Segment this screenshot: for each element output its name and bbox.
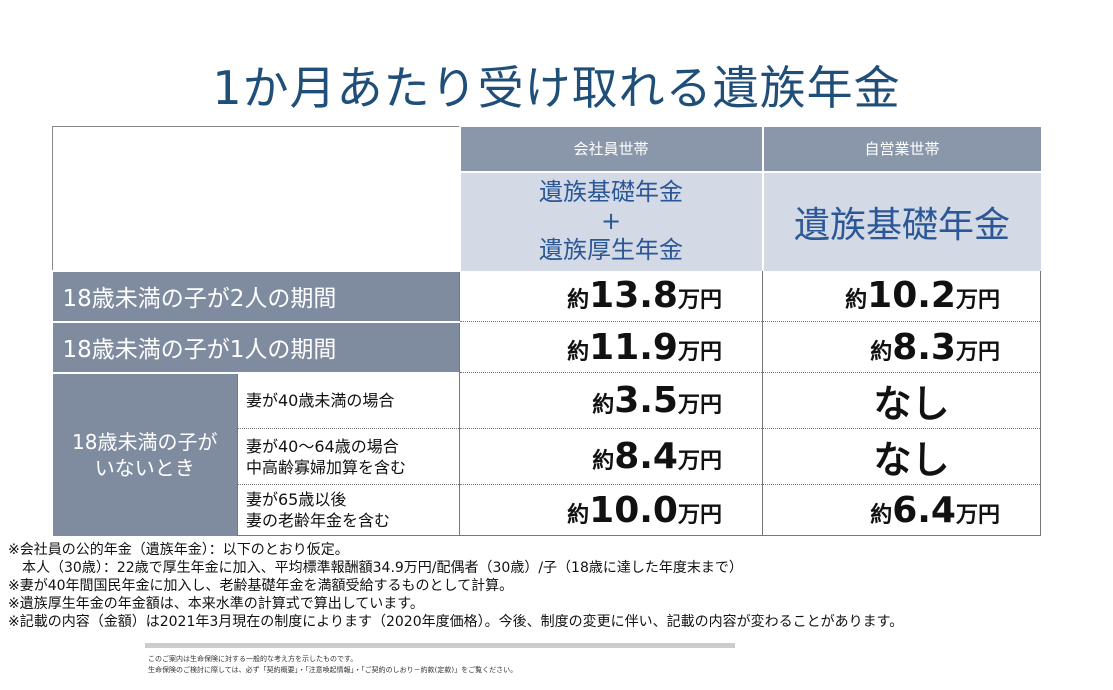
- value-number: 8.4: [614, 436, 678, 477]
- value-none: なし: [873, 382, 950, 426]
- value-self-two-kids: 約10.2万円: [762, 270, 1041, 322]
- disclaimer: このご案内は生命保険に対する一般的な考え方を示したものです。 生命保険のご検討に…: [148, 654, 517, 676]
- value-self-wife-under-40: なし: [762, 372, 1041, 429]
- value-self-one-kid: 約8.3万円: [762, 321, 1041, 373]
- value-company-wife-65-plus: 約10.0万円: [459, 484, 763, 536]
- table-row: 18歳未満の子が いないとき 妻が40歳未満の場合 約3.5万円 なし: [52, 371, 1041, 536]
- footnote: ※記載の内容（金額）は2021年3月現在の制度によります（2020年度価格）。今…: [8, 614, 904, 630]
- value-number: 8.3: [892, 326, 956, 368]
- footnotes: ※会社員の公的年金（遺族年金）：以下のとおり仮定。 本人（30歳）：22歳で厚生…: [8, 541, 1108, 631]
- value-unit: 万円: [677, 339, 722, 365]
- value-unit: 万円: [955, 288, 1000, 314]
- footnote: 本人（30歳）：22歳で厚生年金に加入、平均標準報酬額34.9万円/配偶者（30…: [22, 560, 743, 576]
- disclaimer-line: このご案内は生命保険に対する一般的な考え方を示したものです。: [148, 655, 358, 663]
- value-company-wife-under-40: 約3.5万円: [459, 372, 763, 429]
- value-number: 10.2: [867, 275, 956, 317]
- value-company-one-kid: 約11.9万円: [459, 321, 763, 373]
- table-row: 18歳未満の子が2人の期間 約13.8万円 約10.2万円: [52, 269, 1041, 322]
- footnote: ※遺族厚生年金の年金額は、本来水準の計算式で算出しています。: [8, 596, 424, 612]
- value-prefix: 約: [870, 502, 893, 528]
- value-prefix: 約: [567, 288, 590, 314]
- sublabel-wife-under-40: 妻が40歳未満の場合: [237, 372, 460, 429]
- footnote: ※妻が40年間国民年金に加入し、老齢基礎年金を満額受給するものとして計算。: [8, 578, 514, 594]
- table-row: 18歳未満の子が1人の期間 約11.9万円 約8.3万円: [52, 320, 1041, 373]
- footer-divider: [145, 643, 735, 648]
- value-prefix: 約: [592, 449, 615, 474]
- table-row: 妻が65歳以後 妻の老齢年金を含む 約10.0万円 約6.4万円: [53, 484, 1041, 536]
- sublabel-line2: 妻の老齢年金を含む: [246, 511, 391, 530]
- page-title: 1か月あたり受け取れる遺族年金: [212, 61, 901, 115]
- value-prefix: 約: [567, 502, 590, 528]
- row-label-two-kids: 18歳未満の子が2人の期間: [52, 269, 460, 322]
- value-unit: 万円: [677, 393, 722, 418]
- value-unit: 万円: [955, 502, 1000, 528]
- value-unit: 万円: [955, 339, 1000, 365]
- row-label-no-kids-line1: 18歳未満の子が: [72, 429, 218, 454]
- value-unit: 万円: [677, 502, 722, 528]
- column-header-company: 会社員世帯: [458, 126, 763, 172]
- value-prefix: 約: [870, 339, 893, 365]
- subheader-company-employee: 遺族厚生年金: [539, 236, 683, 264]
- value-prefix: 約: [592, 393, 615, 418]
- subheader-company-basic: 遺族基礎年金: [539, 178, 683, 206]
- sublabel-line2: 中高齢寡婦加算を含む: [246, 457, 407, 477]
- value-self-wife-40-64: なし: [762, 428, 1041, 485]
- sublabel-line1: 妻が40～64歳の場合: [246, 436, 399, 456]
- sublabel-wife-40-64: 妻が40～64歳の場合 中高齢寡婦加算を含む: [237, 428, 460, 485]
- row-label-no-kids-line2: いないとき: [94, 455, 195, 480]
- value-prefix: 約: [567, 339, 590, 365]
- table-row: 妻が40～64歳の場合 中高齢寡婦加算を含む 約8.4万円 なし: [53, 428, 1041, 485]
- value-company-wife-40-64: 約8.4万円: [459, 428, 763, 485]
- subheader-company-plus: +: [600, 207, 622, 235]
- value-none: なし: [873, 438, 950, 482]
- sublabel-wife-65-plus: 妻が65歳以後 妻の老齢年金を含む: [237, 484, 460, 536]
- subheader-self-employed: 遺族基礎年金: [761, 170, 1041, 271]
- value-number: 10.0: [589, 489, 678, 531]
- subheader-company: 遺族基礎年金 + 遺族厚生年金: [458, 170, 763, 271]
- value-company-two-kids: 約13.8万円: [459, 270, 763, 322]
- value-self-wife-65-plus: 約6.4万円: [762, 484, 1041, 536]
- column-header-self-employed: 自営業世帯: [761, 126, 1041, 172]
- table-corner-cell: [52, 126, 460, 271]
- subheader-self-employed-basic: 遺族基礎年金: [793, 204, 1010, 246]
- value-number: 6.4: [892, 489, 956, 531]
- survivor-pension-table: 会社員世帯 自営業世帯 遺族基礎年金 + 遺族厚生年金 遺族基礎年金 18歳未満…: [52, 126, 1041, 536]
- row-label-no-kids: 18歳未満の子が いないとき: [52, 371, 238, 536]
- row-label-one-kid: 18歳未満の子が1人の期間: [52, 320, 460, 373]
- disclaimer-line: 生命保険のご検討に際しては、必ず「契約概要」・「注意喚起情報」・「ご契約のしおり…: [148, 666, 518, 674]
- value-number: 3.5: [614, 380, 678, 421]
- value-prefix: 約: [845, 288, 868, 314]
- sublabel-line1: 妻が40歳未満の場合: [246, 390, 395, 410]
- value-unit: 万円: [677, 288, 722, 314]
- value-number: 11.9: [589, 326, 678, 368]
- sublabel-line1: 妻が65歳以後: [246, 490, 347, 509]
- value-number: 13.8: [589, 275, 678, 317]
- value-unit: 万円: [677, 449, 722, 474]
- footnote: ※会社員の公的年金（遺族年金）：以下のとおり仮定。: [8, 542, 349, 558]
